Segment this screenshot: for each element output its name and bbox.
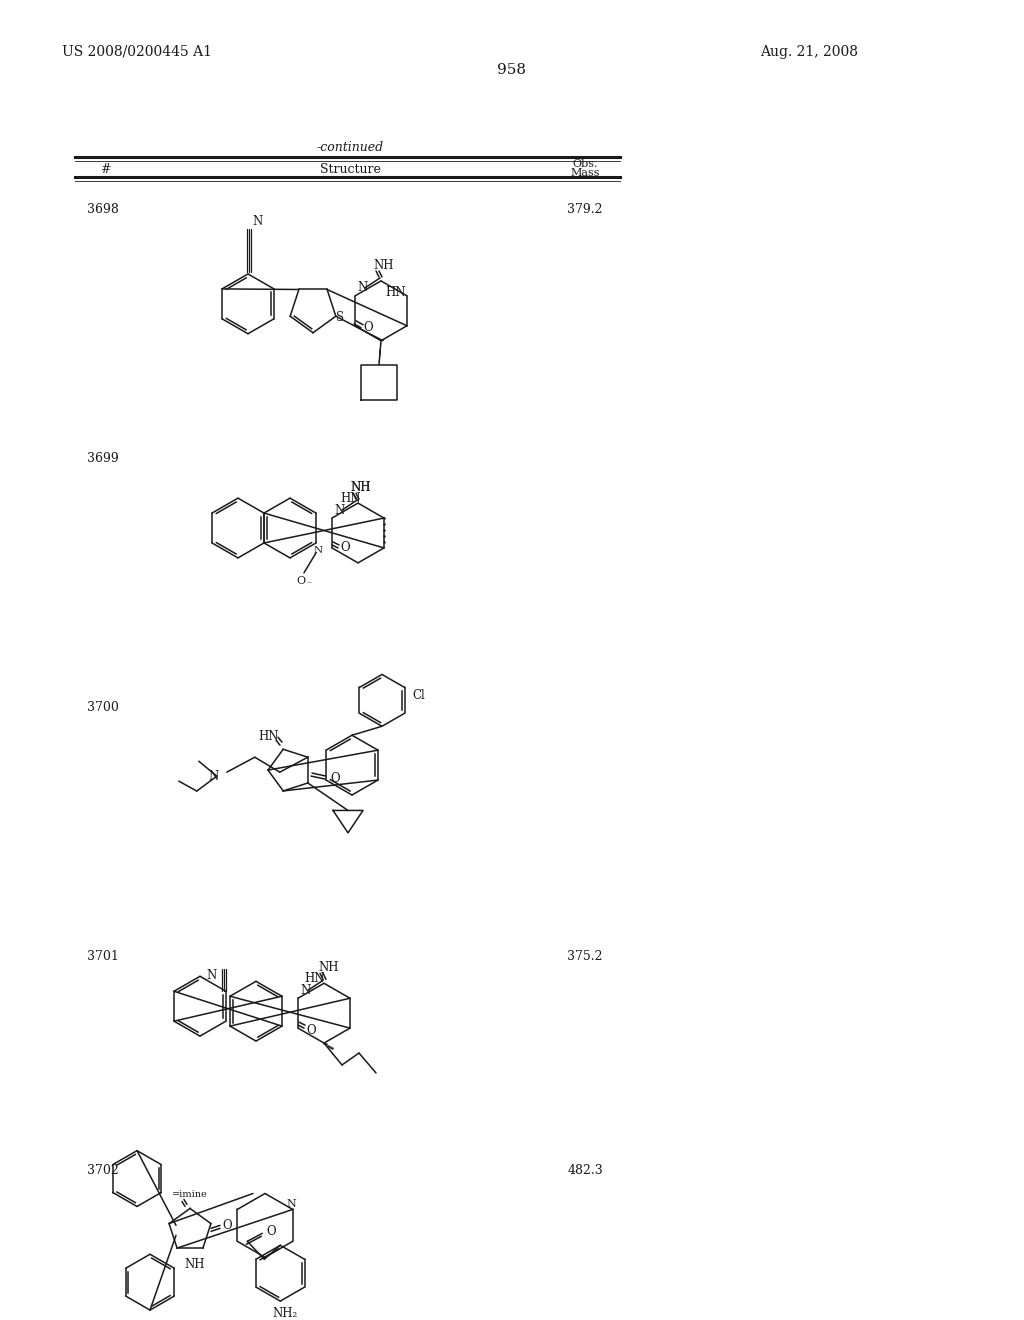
Text: =imine: =imine xyxy=(172,1191,208,1199)
Text: N: N xyxy=(357,281,368,294)
Text: N: N xyxy=(287,1200,297,1209)
Text: HN: HN xyxy=(304,972,325,985)
Text: NH: NH xyxy=(318,961,339,974)
Text: O: O xyxy=(330,772,340,784)
Text: O: O xyxy=(266,1225,275,1238)
Text: 3701: 3701 xyxy=(87,950,119,962)
Text: O: O xyxy=(222,1218,231,1232)
Text: 3700: 3700 xyxy=(87,701,119,714)
Text: N: N xyxy=(314,546,324,556)
Text: O: O xyxy=(306,1023,315,1036)
Text: N: N xyxy=(252,215,262,227)
Text: NH: NH xyxy=(373,259,393,272)
Text: 375.2: 375.2 xyxy=(567,950,603,962)
Text: Structure: Structure xyxy=(319,162,381,176)
Text: 482.3: 482.3 xyxy=(567,1164,603,1177)
Text: NH₂: NH₂ xyxy=(272,1307,298,1320)
Text: S: S xyxy=(336,312,344,323)
Text: US 2008/0200445 A1: US 2008/0200445 A1 xyxy=(62,45,212,59)
Text: NH: NH xyxy=(350,480,371,494)
Text: O: O xyxy=(340,541,349,554)
Text: HN: HN xyxy=(385,286,406,300)
Text: Aug. 21, 2008: Aug. 21, 2008 xyxy=(760,45,858,59)
Text: 379.2: 379.2 xyxy=(567,203,603,215)
Text: 3702: 3702 xyxy=(87,1164,119,1177)
Text: 958: 958 xyxy=(498,63,526,77)
Text: N: N xyxy=(334,503,344,516)
Text: 3698: 3698 xyxy=(87,203,119,215)
Text: 3699: 3699 xyxy=(87,451,119,465)
Text: Obs.: Obs. xyxy=(572,160,598,169)
Text: O: O xyxy=(296,576,305,586)
Text: N: N xyxy=(300,983,310,997)
Text: -continued: -continued xyxy=(316,141,384,154)
Text: Mass: Mass xyxy=(570,169,600,178)
Text: Cl: Cl xyxy=(412,689,425,702)
Text: #: # xyxy=(99,162,111,176)
Text: NH: NH xyxy=(350,480,371,494)
Text: HN: HN xyxy=(258,730,279,743)
Text: O: O xyxy=(364,321,373,334)
Text: HN: HN xyxy=(340,491,360,504)
Text: NH: NH xyxy=(184,1258,205,1271)
Text: ⁻: ⁻ xyxy=(306,581,311,589)
Text: N: N xyxy=(206,969,216,982)
Text: N: N xyxy=(209,770,219,783)
